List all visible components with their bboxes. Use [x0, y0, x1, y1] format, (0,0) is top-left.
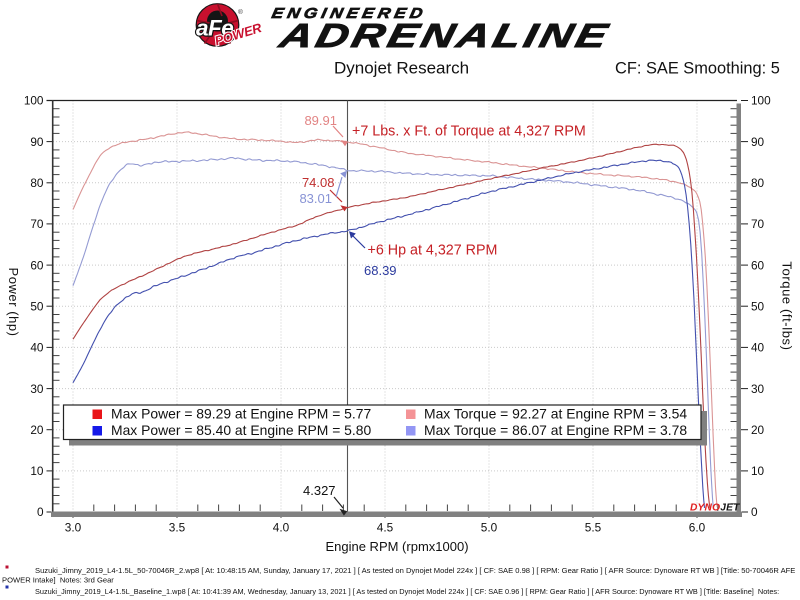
svg-text:30: 30 — [751, 382, 765, 396]
svg-text:83.01: 83.01 — [299, 191, 332, 206]
svg-text:Engine RPM (rpmx1000): Engine RPM (rpmx1000) — [325, 539, 468, 554]
svg-text:89.91: 89.91 — [304, 113, 337, 128]
svg-text:Power (hp): Power (hp) — [6, 267, 21, 336]
svg-text:20: 20 — [751, 423, 765, 437]
svg-text:5.0: 5.0 — [481, 521, 498, 535]
svg-text:90: 90 — [30, 135, 44, 149]
svg-text:Max Torque = 92.27 at Engine R: Max Torque = 92.27 at Engine RPM = 3.54 — [424, 406, 687, 422]
svg-text:®: ® — [238, 8, 243, 16]
svg-text:Max Power = 89.29 at Engine RP: Max Power = 89.29 at Engine RPM = 5.77 — [111, 406, 371, 422]
svg-text:70: 70 — [751, 217, 765, 231]
svg-text:10: 10 — [751, 464, 765, 478]
svg-text:10: 10 — [30, 464, 44, 478]
svg-text:DYNOJET: DYNOJET — [690, 503, 740, 514]
svg-text:aFe: aFe — [196, 16, 233, 41]
svg-text:3.0: 3.0 — [65, 521, 82, 535]
svg-text:ADRENALINE: ADRENALINE — [275, 18, 614, 55]
svg-text:100: 100 — [24, 94, 44, 108]
svg-text:0: 0 — [37, 505, 44, 519]
svg-text:74.08: 74.08 — [302, 175, 335, 190]
svg-text:3.5: 3.5 — [169, 521, 186, 535]
svg-text:+7 Lbs. x Ft. of Torque at 4,3: +7 Lbs. x Ft. of Torque at 4,327 RPM — [352, 124, 586, 140]
svg-text:Max Torque = 86.07 at Engine R: Max Torque = 86.07 at Engine RPM = 3.78 — [424, 422, 687, 438]
svg-text:Dynojet Research: Dynojet Research — [334, 59, 469, 78]
svg-text:68.39: 68.39 — [364, 263, 397, 278]
svg-text:5.5: 5.5 — [585, 521, 602, 535]
svg-text:Torque (ft-lbs): Torque (ft-lbs) — [780, 261, 795, 350]
svg-text:40: 40 — [751, 341, 765, 355]
svg-text:4.0: 4.0 — [273, 521, 290, 535]
svg-text:CF: SAE Smoothing: 5: CF: SAE Smoothing: 5 — [615, 60, 780, 78]
svg-text:100: 100 — [751, 94, 771, 108]
svg-text:50: 50 — [751, 299, 765, 313]
svg-text:POWER Intake] Notes: 3rd Gear: POWER Intake] Notes: 3rd Gear — [2, 576, 114, 585]
svg-text:30: 30 — [30, 382, 44, 396]
svg-text:50: 50 — [30, 299, 44, 313]
svg-text:40: 40 — [30, 341, 44, 355]
svg-text:60: 60 — [751, 258, 765, 272]
svg-text:0: 0 — [751, 505, 758, 519]
svg-text:90: 90 — [751, 135, 765, 149]
svg-text:6.0: 6.0 — [689, 521, 706, 535]
svg-text:70: 70 — [30, 217, 44, 231]
svg-text:20: 20 — [30, 423, 44, 437]
svg-text:Suzuki_Jimny_2019_L4-1.5L_Base: Suzuki_Jimny_2019_L4-1.5L_Baseline_1.wp8… — [35, 587, 779, 596]
svg-text:4.327: 4.327 — [303, 483, 336, 498]
svg-text:4.5: 4.5 — [377, 521, 394, 535]
svg-text:ENGINEERED: ENGINEERED — [270, 5, 428, 21]
svg-text:Suzuki_Jimny_2019_L4-1.5L_50-7: Suzuki_Jimny_2019_L4-1.5L_50-70046R_2.wp… — [35, 566, 795, 575]
svg-text:80: 80 — [30, 176, 44, 190]
svg-text:60: 60 — [30, 258, 44, 272]
svg-text:Max Power = 85.40 at Engine RP: Max Power = 85.40 at Engine RPM = 5.80 — [111, 422, 371, 438]
svg-text:80: 80 — [751, 176, 765, 190]
svg-text:+6 Hp at 4,327 RPM: +6 Hp at 4,327 RPM — [368, 243, 498, 259]
